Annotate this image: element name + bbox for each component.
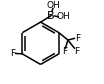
Text: B: B	[47, 11, 55, 21]
Text: F: F	[62, 47, 67, 56]
Text: F: F	[10, 49, 15, 58]
Text: OH: OH	[47, 1, 61, 9]
Text: F: F	[74, 47, 79, 56]
Text: OH: OH	[57, 12, 70, 21]
Text: F: F	[75, 34, 80, 43]
